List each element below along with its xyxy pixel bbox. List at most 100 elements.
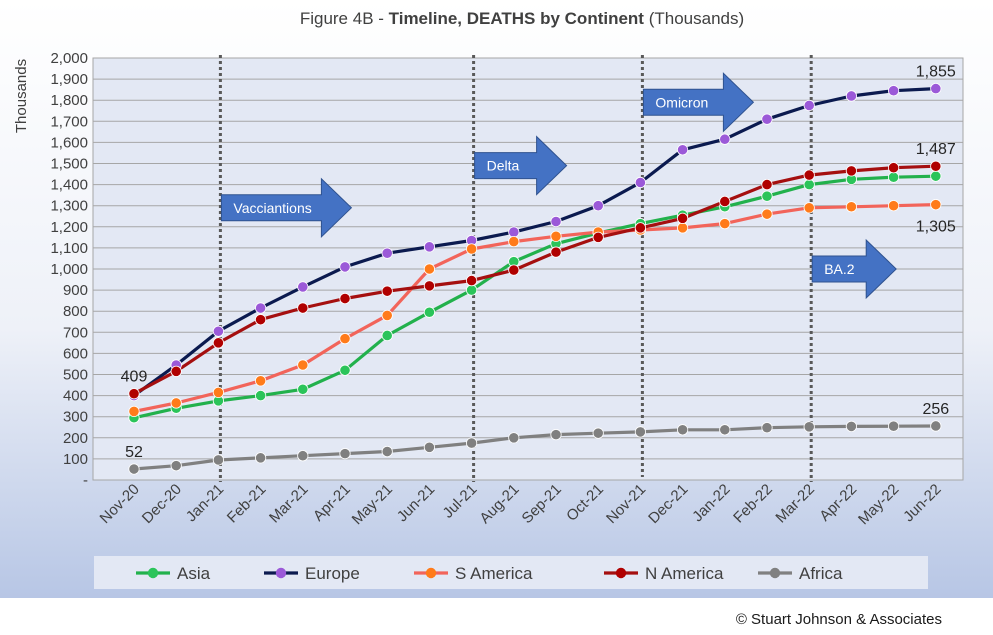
data-point	[592, 231, 604, 243]
series-lines	[133, 87, 936, 471]
series-line	[133, 174, 936, 420]
y-tick-label: 1,700	[50, 113, 88, 130]
y-tick-label: 1,100	[50, 240, 88, 257]
data-point	[508, 432, 520, 444]
data-point	[339, 448, 351, 460]
data-point	[550, 429, 562, 441]
footer-background	[0, 598, 993, 635]
legend-swatch-marker	[769, 567, 781, 579]
y-tick-label: 1,400	[50, 177, 88, 194]
y-tick-label: 800	[63, 303, 88, 320]
data-point	[212, 454, 224, 466]
y-tick-label: 900	[63, 282, 88, 299]
data-point	[887, 420, 900, 432]
data-point	[339, 261, 351, 273]
annotation-arrows: Vacciantions Delta Omicron BA.2	[220, 72, 897, 300]
data-point	[803, 179, 815, 191]
annotation-arrow	[220, 177, 353, 238]
data-point	[887, 85, 900, 97]
data-point	[592, 200, 604, 212]
data-point	[212, 386, 224, 399]
annotation-arrow	[474, 135, 568, 196]
data-point	[212, 325, 224, 337]
data-point	[550, 246, 562, 258]
data-point	[845, 165, 858, 177]
annotation-label: Omicron	[655, 94, 708, 110]
data-point	[423, 241, 435, 253]
data-point	[761, 190, 773, 202]
data-point	[339, 364, 351, 376]
data-point	[508, 226, 520, 238]
legend-label: Africa	[799, 564, 843, 583]
data-point	[761, 179, 773, 191]
data-point	[128, 388, 140, 400]
data-point	[803, 99, 815, 112]
data-point	[170, 365, 182, 377]
data-point	[255, 314, 267, 326]
data-point	[845, 201, 858, 213]
data-point	[761, 422, 773, 434]
data-point	[761, 113, 773, 125]
data-point	[719, 133, 731, 145]
y-tick-label: 300	[63, 409, 88, 426]
y-axis-ticks: - 100 200 300 400 500 600 700 800 900 1,000 1,100 1,…	[50, 50, 88, 489]
data-point	[634, 426, 647, 438]
legend-label: S America	[455, 564, 533, 583]
data-point	[255, 375, 267, 387]
data-value-label: 1,487	[916, 141, 956, 158]
series-line	[133, 203, 936, 413]
data-point	[465, 243, 478, 255]
data-point	[803, 421, 815, 433]
chart-title: Figure 4B - Timeline, DEATHS by Continen…	[300, 9, 744, 28]
chart-title-bold: Timeline, DEATHS by Continent	[389, 9, 645, 28]
series-line	[133, 164, 936, 396]
data-point	[550, 215, 562, 228]
data-value-label: 1,855	[916, 64, 956, 81]
data-point	[465, 284, 478, 296]
data-point	[297, 383, 309, 395]
y-tick-label: 1,300	[50, 198, 88, 215]
y-tick-label: 1,200	[50, 219, 88, 236]
copyright: © Stuart Johnson & Associates	[736, 611, 942, 628]
data-point	[297, 281, 309, 293]
data-point	[423, 280, 435, 292]
y-tick-label: 600	[63, 345, 88, 362]
data-point	[845, 420, 858, 433]
series-line	[133, 424, 936, 471]
data-point	[128, 405, 140, 418]
data-point	[550, 230, 562, 242]
gridlines	[93, 57, 963, 460]
data-point	[128, 463, 140, 475]
data-point	[297, 302, 309, 314]
data-point	[170, 397, 182, 409]
data-point	[255, 389, 267, 402]
vertical-markers	[218, 55, 813, 482]
data-point	[423, 263, 435, 275]
y-tick-label: 1,600	[50, 134, 88, 151]
data-value-label: 52	[125, 444, 143, 461]
data-point	[719, 424, 731, 436]
annotation-label: BA.2	[824, 261, 855, 277]
annotation-arrow	[642, 72, 755, 133]
data-point	[930, 170, 942, 182]
y-tick-label: 100	[63, 451, 88, 468]
chart-title-prefix: Figure 4B -	[300, 9, 389, 28]
y-tick-label: 700	[63, 324, 88, 341]
data-point	[930, 82, 942, 95]
y-tick-label: 200	[63, 430, 88, 447]
annotation-label: Vacciantions	[233, 200, 311, 216]
y-tick-label: -	[83, 472, 88, 489]
data-point	[508, 264, 520, 276]
data-value-label: 256	[922, 401, 949, 418]
legend-swatch-marker	[425, 567, 437, 579]
y-tick-label: 2,000	[50, 50, 88, 67]
data-point	[255, 452, 267, 464]
data-point	[887, 200, 900, 212]
data-point	[930, 420, 942, 432]
data-value-label: 409	[121, 369, 148, 386]
data-point	[255, 302, 267, 314]
data-point	[212, 337, 224, 349]
y-tick-label: 1,900	[50, 71, 88, 88]
data-point	[634, 176, 647, 189]
